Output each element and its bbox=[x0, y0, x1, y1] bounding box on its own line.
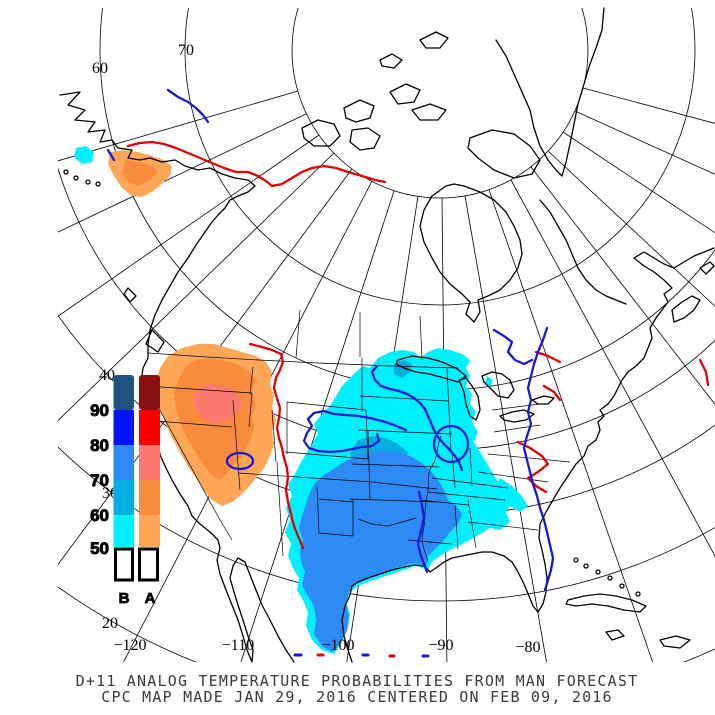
arctic-island bbox=[349, 127, 381, 151]
legend-below-80 bbox=[113, 410, 134, 445]
lake-huron bbox=[481, 371, 515, 399]
forecast-contours bbox=[106, 88, 710, 658]
blue-contour-mississippi bbox=[416, 490, 429, 574]
red-contour-midatlantic bbox=[516, 440, 550, 494]
haida-gwaii bbox=[123, 287, 137, 303]
bahamas bbox=[573, 557, 641, 597]
legend-above-90 bbox=[139, 375, 160, 410]
lake-superior bbox=[395, 355, 467, 383]
coast-newfoundland bbox=[699, 261, 715, 275]
legend-label-90: 90 bbox=[90, 401, 109, 420]
coastlines bbox=[59, 7, 715, 663]
legend-above-50 bbox=[139, 515, 160, 547]
legend-label-50: 50 bbox=[90, 539, 109, 558]
lat-label-70: 70 bbox=[178, 42, 194, 59]
latitude-circle-70 bbox=[184, 8, 696, 306]
coast-west-and-pacific bbox=[59, 91, 295, 663]
hudson-bay bbox=[419, 183, 523, 323]
vancouver-island bbox=[145, 329, 165, 353]
lat-label-60: 60 bbox=[92, 60, 108, 77]
arctic-island bbox=[419, 31, 449, 49]
legend-above-60 bbox=[139, 480, 160, 515]
legend-below-70 bbox=[113, 445, 134, 480]
red-contour-rockies bbox=[248, 342, 305, 550]
legend-above-80 bbox=[139, 410, 160, 445]
legend-below-empty-box bbox=[114, 547, 134, 582]
cuba bbox=[565, 593, 647, 613]
hispaniola bbox=[659, 635, 691, 649]
lat-label-40: 40 bbox=[99, 367, 115, 384]
greenland-coast bbox=[495, 7, 605, 177]
legend-below-60 bbox=[113, 480, 134, 515]
lon-label-120: −120 bbox=[113, 637, 146, 654]
bottom-clipped-marks bbox=[293, 653, 430, 658]
legend-below-50 bbox=[113, 515, 134, 547]
red-contour-alaska bbox=[126, 140, 387, 188]
blue-contour-arctic bbox=[166, 88, 210, 124]
baffin-island bbox=[467, 129, 541, 179]
latitude-circle-80 bbox=[291, 8, 589, 199]
legend-label-70: 70 bbox=[90, 471, 109, 490]
lon-label-90: −90 bbox=[428, 637, 453, 654]
probability-legend: 90 80 70 60 50 B A bbox=[90, 375, 160, 607]
region-west-us-above-70 bbox=[193, 384, 242, 424]
arctic-island bbox=[389, 83, 421, 105]
legend-above-letter: A bbox=[145, 590, 156, 607]
lon-label-110: −110 bbox=[222, 637, 254, 654]
legend-label-80: 80 bbox=[90, 436, 109, 455]
blue-contour-plains-edge bbox=[370, 364, 464, 472]
red-contour-east-edge bbox=[698, 358, 710, 387]
blue-contour-nevada-loop bbox=[225, 451, 255, 471]
legend-above-70 bbox=[139, 445, 160, 480]
lon-label-80: −80 bbox=[515, 639, 540, 656]
blue-contour-plains-lobe bbox=[302, 409, 408, 454]
graticule-labels: 70 60 40 30 20 −120 −110 −100 −90 −80 bbox=[92, 42, 541, 656]
latitude-circle-30 bbox=[58, 446, 715, 602]
legend-below-letter: B bbox=[119, 590, 130, 607]
legend-below-bar bbox=[113, 375, 134, 547]
legend-below-90 bbox=[113, 375, 134, 410]
title-line-2: CPC MAP MADE JAN 29, 2016 CENTERED ON FE… bbox=[101, 688, 613, 706]
below-normal-contours bbox=[106, 88, 555, 592]
arctic-island bbox=[343, 99, 375, 123]
region-southeast-below-50 bbox=[496, 478, 528, 512]
legend-threshold-labels: 90 80 70 60 50 bbox=[90, 401, 110, 559]
red-contour-newengland bbox=[534, 350, 562, 402]
blue-contour-newyork bbox=[492, 328, 534, 366]
region-alaska-above-60 bbox=[122, 160, 158, 186]
legend-above-bar bbox=[139, 375, 160, 547]
legend-above-empty-box bbox=[138, 547, 159, 582]
blue-contour-east bbox=[522, 326, 555, 592]
map-title: D+11 ANALOG TEMPERATURE PROBABILITIES FR… bbox=[76, 672, 639, 706]
arctic-island bbox=[411, 103, 447, 121]
coast-nova-scotia bbox=[671, 295, 701, 323]
region-alaska-below-50 bbox=[74, 146, 94, 164]
arctic-island bbox=[379, 53, 403, 69]
coast-gulf-atlantic bbox=[341, 247, 715, 663]
blue-contour-alaska-tick bbox=[106, 148, 116, 162]
arctic-island bbox=[301, 119, 341, 147]
lake-michigan bbox=[458, 377, 481, 421]
lat-label-20: 20 bbox=[102, 615, 118, 632]
legend-label-60: 60 bbox=[90, 506, 109, 525]
lake-ontario bbox=[531, 395, 555, 405]
title-line-1: D+11 ANALOG TEMPERATURE PROBABILITIES FR… bbox=[76, 672, 639, 690]
jamaica bbox=[605, 629, 625, 641]
aleutian-islands bbox=[63, 169, 101, 187]
region-central-below-60-north bbox=[394, 360, 412, 378]
blue-contour-ohio-loop bbox=[432, 424, 470, 464]
lon-label-100: −100 bbox=[321, 637, 354, 654]
above-normal-contours bbox=[126, 140, 710, 550]
labrador-coast bbox=[539, 199, 627, 305]
